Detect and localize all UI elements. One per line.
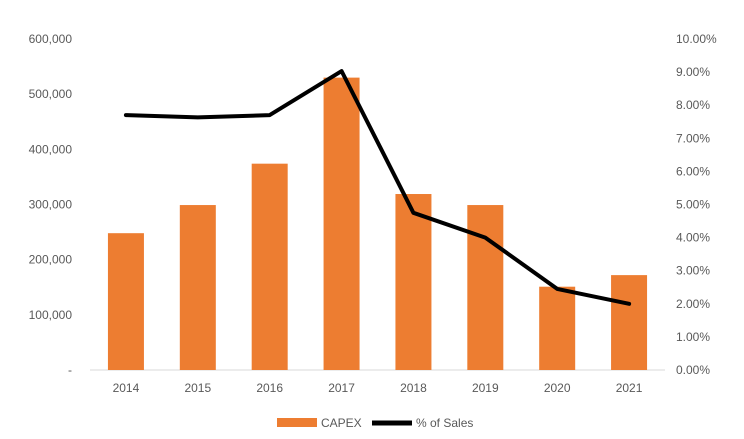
- capex-bar-2018: [395, 194, 432, 370]
- right-y-axis: 0.00% 1.00% 2.00% 3.00% 4.00% 5.00% 6.00% 7.00%…: [676, 32, 717, 377]
- percent-of-sales-line: [123, 69, 632, 306]
- x-axis: 2014 2015 2016 2017 2018 2019 2020 2021: [113, 381, 643, 395]
- left-axis-tick-label: 600,000: [29, 32, 73, 46]
- right-axis-tick-label: 4.00%: [676, 231, 710, 245]
- capex-bars: [107, 77, 648, 370]
- left-y-axis: - 100,000 200,000 300,000 400,000 500,000 600,…: [29, 32, 73, 377]
- x-axis-tick-label: 2020: [544, 381, 571, 395]
- left-axis-tick-label: 400,000: [29, 142, 73, 156]
- x-axis-tick-label: 2015: [184, 381, 211, 395]
- x-axis-tick-label: 2018: [400, 381, 427, 395]
- x-axis-tick-label: 2014: [113, 381, 140, 395]
- capex-bar-2021: [611, 275, 648, 370]
- right-axis-tick-label: 9.00%: [676, 65, 710, 79]
- x-axis-tick-label: 2017: [328, 381, 355, 395]
- right-axis-tick-label: 3.00%: [676, 264, 710, 278]
- capex-bar-2016: [251, 163, 288, 370]
- legend-label-capex: CAPEX: [321, 416, 362, 430]
- percent-of-sales-point-2015: [197, 116, 199, 118]
- right-axis-tick-label: 7.00%: [676, 131, 710, 145]
- right-axis-tick-label: 2.00%: [676, 297, 710, 311]
- left-axis-tick-label: 200,000: [29, 253, 73, 267]
- left-axis-tick-label: 500,000: [29, 87, 73, 101]
- x-axis-tick-label: 2016: [256, 381, 283, 395]
- right-axis-tick-label: 6.00%: [676, 164, 710, 178]
- percent-of-sales-polyline: [123, 69, 632, 306]
- percent-of-sales-point-2020: [556, 288, 558, 290]
- percent-of-sales-point-2014: [125, 114, 127, 116]
- right-axis-tick-label: 10.00%: [676, 32, 717, 46]
- left-axis-tick-label: 100,000: [29, 308, 73, 322]
- legend-label-percent-of-sales: % of Sales: [416, 416, 473, 430]
- right-axis-tick-label: 5.00%: [676, 198, 710, 212]
- left-axis-tick-label: -: [68, 363, 72, 377]
- capex-bar-2014: [107, 233, 144, 370]
- right-axis-tick-label: 0.00%: [676, 363, 710, 377]
- capex-bar-2019: [467, 205, 504, 370]
- legend: CAPEX % of Sales: [277, 416, 473, 430]
- capex-bar-2015: [179, 205, 216, 370]
- x-axis-tick-label: 2021: [616, 381, 643, 395]
- percent-of-sales-point-2021: [628, 303, 630, 305]
- capex-bar-2020: [539, 286, 576, 370]
- x-axis-tick-label: 2019: [472, 381, 499, 395]
- percent-of-sales-point-2019: [484, 237, 486, 239]
- capex-bar-2017: [323, 77, 360, 370]
- legend-swatch-capex: [277, 418, 317, 427]
- right-axis-tick-label: 8.00%: [676, 98, 710, 112]
- percent-of-sales-point-2018: [412, 212, 414, 214]
- left-axis-tick-label: 300,000: [29, 198, 73, 212]
- percent-of-sales-point-2016: [269, 114, 271, 116]
- right-axis-tick-label: 1.00%: [676, 330, 710, 344]
- percent-of-sales-point-2017: [341, 70, 343, 72]
